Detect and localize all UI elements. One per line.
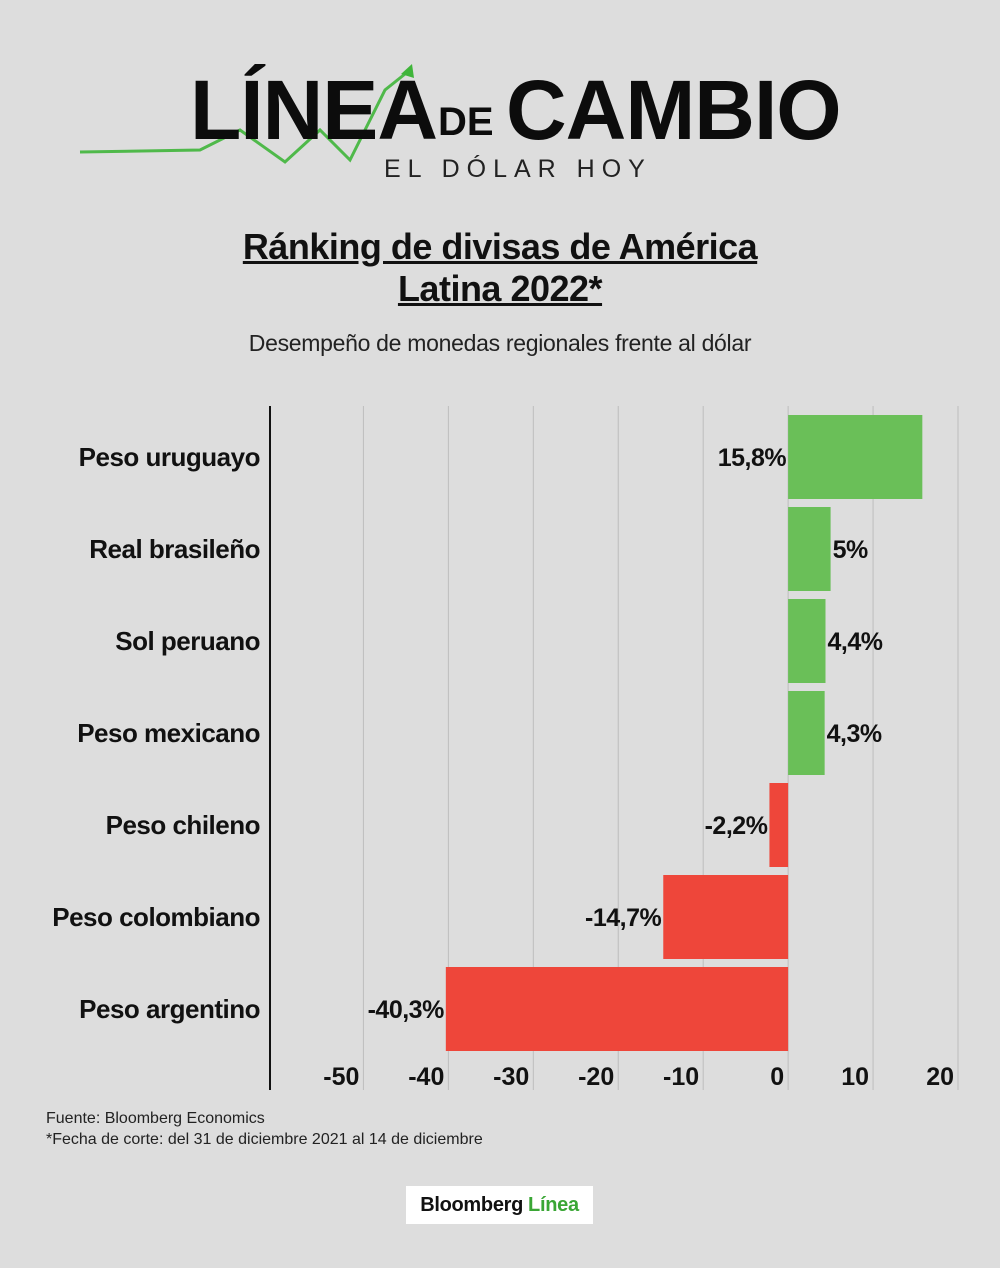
bar [788, 599, 826, 683]
data-label: 5% [833, 536, 868, 564]
brand-linea: Línea [528, 1193, 579, 1216]
brand-bloomberg: Bloomberg [420, 1193, 524, 1216]
logo-word-de: DE [438, 100, 494, 144]
category-label: Real brasileño [89, 534, 260, 564]
x-tick-label: 0 [770, 1063, 784, 1091]
logo-subtitle: EL DÓLAR HOY [384, 155, 652, 183]
x-tick-label: 20 [926, 1063, 954, 1091]
chart-title: Ránking de divisas de América Latina 202… [0, 226, 1000, 310]
chart-subtitle: Desempeño de monedas regionales frente a… [248, 330, 752, 356]
x-tick-label: 10 [841, 1063, 869, 1091]
category-label: Peso colombiano [52, 902, 260, 932]
x-tick-label: -30 [493, 1063, 529, 1091]
bar [663, 875, 789, 959]
bar [788, 691, 825, 775]
bar [769, 783, 789, 867]
x-tick-label: -10 [663, 1063, 699, 1091]
logo-trend-arrow-icon [79, 64, 414, 164]
logo-word-cambio: CAMBIO [506, 63, 842, 157]
data-label: -14,7% [585, 904, 661, 932]
category-label: Peso mexicano [77, 718, 260, 748]
category-label: Peso argentino [79, 994, 260, 1024]
x-tick-label: -40 [408, 1063, 444, 1091]
logo: LÍNEA DE CAMBIO EL DÓLAR HOY [0, 60, 1000, 190]
logo-word-linea: LÍNEA [190, 63, 438, 157]
chart-title-line1: Ránking de divisas de América [242, 226, 758, 267]
bar [445, 967, 789, 1051]
category-label: Peso chileno [106, 810, 260, 840]
category-label: Peso uruguayo [79, 442, 260, 472]
x-tick-label: -50 [323, 1063, 359, 1091]
cutoff-note: *Fecha de corte: del 31 de diciembre 202… [46, 1131, 483, 1148]
data-label: -40,3% [368, 996, 444, 1024]
chart-title-line2: Latina 2022* [397, 268, 603, 309]
category-label: Sol peruano [115, 626, 260, 656]
bar [788, 507, 831, 591]
data-label: -2,2% [705, 812, 768, 840]
brand-logo: Bloomberg Línea [406, 1186, 593, 1224]
data-label: 4,4% [827, 628, 882, 656]
data-label: 4,3% [827, 720, 882, 748]
x-tick-label: -20 [578, 1063, 614, 1091]
bar-chart: Peso uruguayo 15,8% Real brasileño 5% Sol pe… [52, 406, 959, 1091]
data-label: 15,8% [718, 444, 787, 472]
source-note: Fuente: Bloomberg Economics [46, 1110, 265, 1127]
bar [788, 415, 923, 499]
